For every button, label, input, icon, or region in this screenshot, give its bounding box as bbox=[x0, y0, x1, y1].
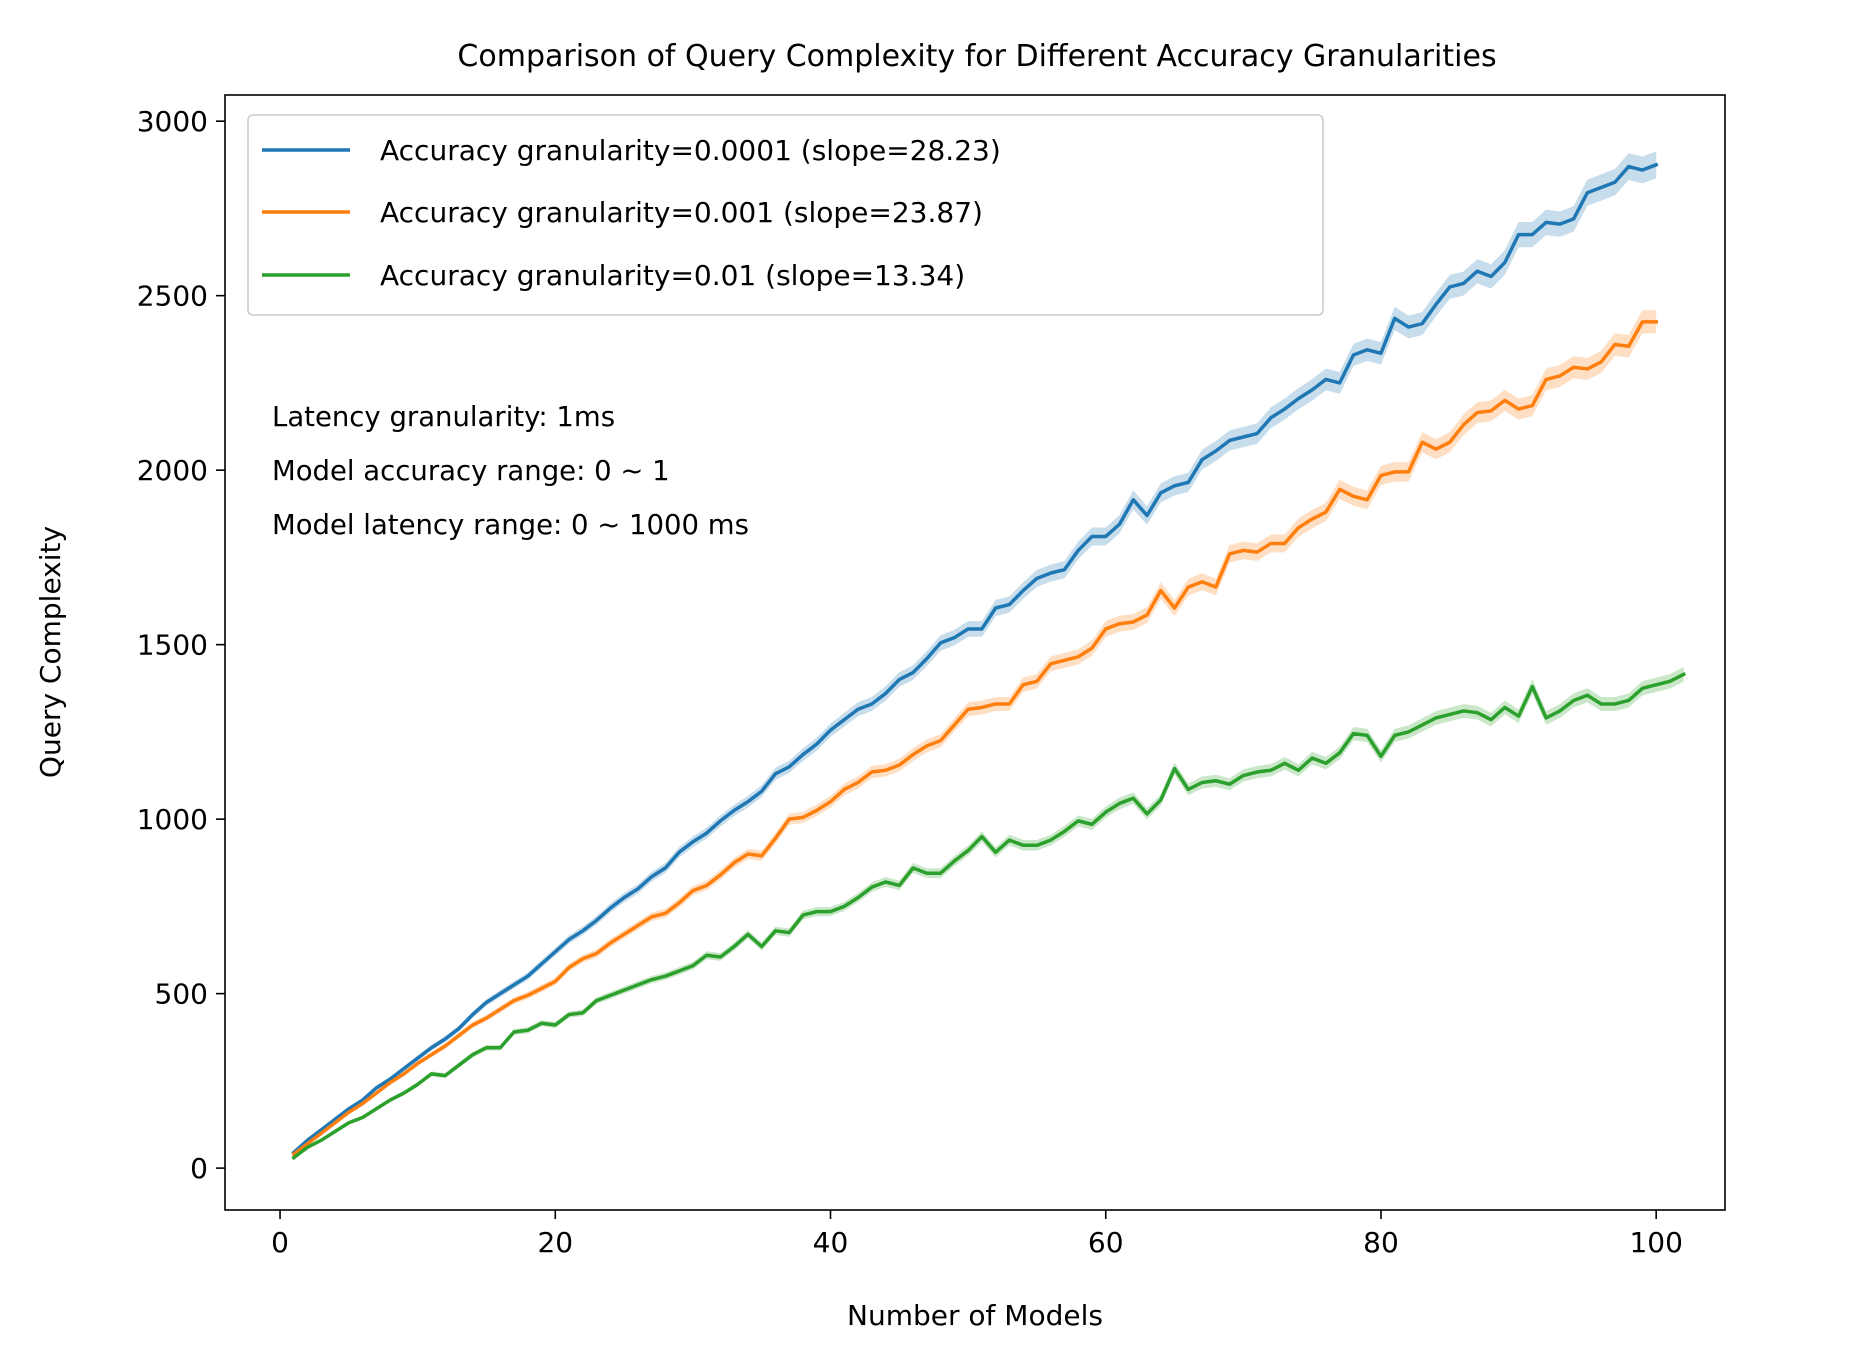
x-tick-label: 20 bbox=[537, 1226, 573, 1259]
legend-box bbox=[247, 114, 1324, 316]
series-line bbox=[291, 320, 1658, 1157]
confidence-band bbox=[293, 666, 1684, 1160]
y-tick-label: 2500 bbox=[137, 280, 208, 313]
annotation: Latency granularity: 1ms Model accuracy … bbox=[272, 401, 749, 541]
y-tick-label: 1500 bbox=[137, 629, 208, 662]
legend: Accuracy granularity=0.0001 (slope=28.23… bbox=[247, 114, 1324, 316]
y-axis: 0 500 1000 1500 2000 2500 3000 bbox=[137, 105, 225, 1185]
x-tick-label: 0 bbox=[271, 1226, 289, 1259]
annotation-line: Latency granularity: 1ms bbox=[272, 401, 615, 433]
legend-label: Accuracy granularity=0.01 (slope=13.34) bbox=[380, 259, 965, 292]
confidence-band bbox=[293, 310, 1657, 1156]
x-tick-label: 100 bbox=[1629, 1226, 1682, 1259]
series-lines bbox=[291, 162, 1687, 1161]
series-line bbox=[291, 162, 1659, 1155]
y-tick-label: 3000 bbox=[137, 105, 208, 138]
y-tick-label: 2000 bbox=[137, 454, 208, 487]
x-tick-label: 80 bbox=[1363, 1226, 1399, 1259]
legend-label: Accuracy granularity=0.001 (slope=23.87) bbox=[380, 196, 983, 229]
y-tick-label: 0 bbox=[190, 1152, 208, 1185]
x-tick-label: 40 bbox=[813, 1226, 849, 1259]
legend-entry: Accuracy granularity=0.0001 (slope=28.23… bbox=[262, 134, 1001, 167]
legend-entry: Accuracy granularity=0.01 (slope=13.34) bbox=[262, 259, 965, 292]
x-axis: 0 20 40 60 80 100 bbox=[271, 1210, 1683, 1259]
y-tick-label: 500 bbox=[155, 978, 208, 1011]
chart-title: Comparison of Query Complexity for Diffe… bbox=[457, 39, 1496, 74]
plot-frame bbox=[224, 94, 1726, 1211]
y-axis-label: Query Complexity bbox=[34, 526, 67, 778]
x-tick-label: 60 bbox=[1088, 1226, 1124, 1259]
legend-entry: Accuracy granularity=0.001 (slope=23.87) bbox=[262, 196, 983, 229]
legend-label: Accuracy granularity=0.0001 (slope=28.23… bbox=[380, 134, 1001, 167]
x-axis-label: Number of Models bbox=[847, 1299, 1103, 1332]
series-line bbox=[291, 671, 1687, 1161]
annotation-line: Model latency range: 0 ~ 1000 ms bbox=[272, 509, 749, 541]
annotation-line: Model accuracy range: 0 ~ 1 bbox=[272, 455, 670, 487]
y-tick-label: 1000 bbox=[137, 803, 208, 836]
